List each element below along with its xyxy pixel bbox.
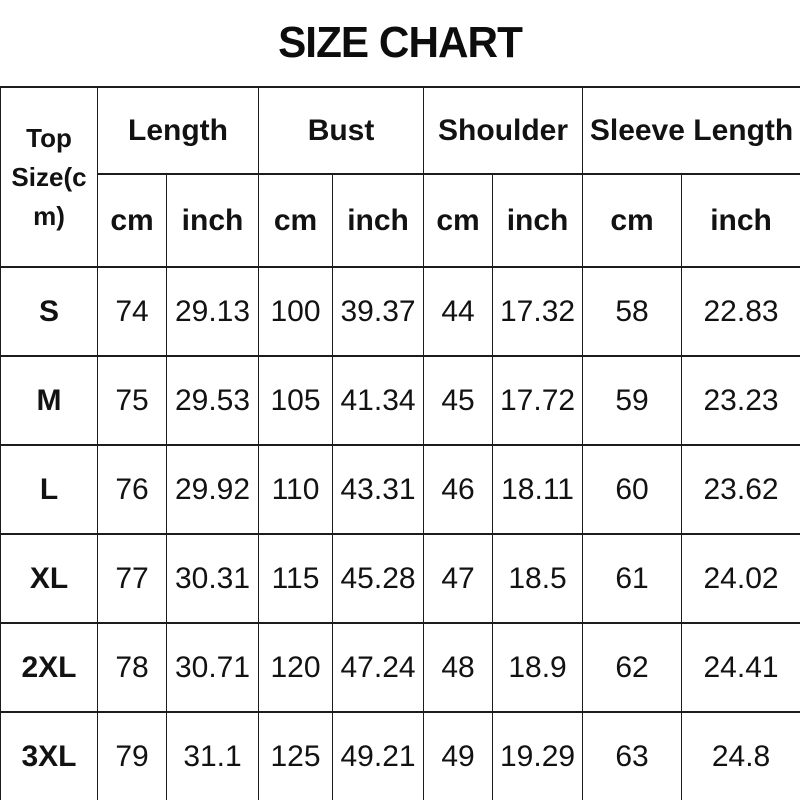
cell-shoulder-cm: 44 — [423, 266, 494, 357]
cell-shoulder-inch: 17.32 — [492, 266, 584, 357]
cell-length-inch: 29.92 — [165, 444, 260, 535]
cell-sleeve-inch: 23.23 — [681, 355, 800, 446]
cell-bust-cm: 125 — [258, 711, 334, 800]
table-row-l: L 76 29.92 110 43.31 46 18.11 60 23.62 — [0, 444, 800, 535]
unit-header-shoulder-inch: inch — [492, 173, 584, 268]
cell-shoulder-inch: 18.9 — [492, 622, 584, 713]
table-row-2xl: 2XL 78 30.71 120 47.24 48 18.9 62 24.41 — [0, 622, 800, 713]
cell-shoulder-cm: 48 — [423, 622, 494, 713]
cell-sleeve-inch: 22.83 — [681, 266, 800, 357]
cell-sleeve-inch: 23.62 — [681, 444, 800, 535]
size-label: XL — [0, 533, 98, 624]
size-label: M — [0, 355, 98, 446]
size-label: S — [0, 266, 98, 357]
unit-header-length-cm: cm — [97, 173, 167, 268]
table-row-3xl: 3XL 79 31.1 125 49.21 49 19.29 63 24.8 — [0, 711, 800, 800]
group-header-shoulder: Shoulder — [423, 86, 584, 175]
table-row-xl: XL 77 30.31 115 45.28 47 18.5 61 24.02 — [0, 533, 800, 624]
cell-shoulder-inch: 17.72 — [492, 355, 584, 446]
cell-shoulder-cm: 46 — [423, 444, 494, 535]
cell-sleeve-cm: 61 — [582, 533, 683, 624]
unit-header-bust-inch: inch — [332, 173, 425, 268]
cell-bust-cm: 100 — [258, 266, 334, 357]
cell-shoulder-cm: 47 — [423, 533, 494, 624]
table-row-m: M 75 29.53 105 41.34 45 17.72 59 23.23 — [0, 355, 800, 446]
unit-header-sleeve-inch: inch — [681, 173, 800, 268]
cell-sleeve-inch: 24.02 — [681, 533, 800, 624]
cell-length-inch: 30.71 — [165, 622, 260, 713]
unit-header-sleeve-cm: cm — [582, 173, 683, 268]
cell-bust-inch: 47.24 — [332, 622, 425, 713]
table-header-unit-row: cm inch cm inch cm inch cm inch — [1, 173, 800, 268]
cell-length-inch: 31.1 — [165, 711, 260, 800]
cell-sleeve-inch: 24.8 — [681, 711, 800, 800]
cell-shoulder-cm: 49 — [423, 711, 494, 800]
title-bar: SIZE CHART — [0, 0, 800, 86]
table-row-s: S 74 29.13 100 39.37 44 17.32 58 22.83 — [0, 266, 800, 357]
cell-bust-inch: 39.37 — [332, 266, 425, 357]
cell-bust-inch: 41.34 — [332, 355, 425, 446]
group-header-bust: Bust — [258, 86, 425, 175]
cell-shoulder-inch: 18.5 — [492, 533, 584, 624]
cell-shoulder-inch: 19.29 — [492, 711, 584, 800]
cell-sleeve-cm: 62 — [582, 622, 683, 713]
cell-sleeve-cm: 59 — [582, 355, 683, 446]
cell-bust-cm: 105 — [258, 355, 334, 446]
cell-sleeve-cm: 60 — [582, 444, 683, 535]
group-header-length: Length — [96, 86, 260, 175]
size-label: L — [0, 444, 98, 535]
cell-bust-inch: 43.31 — [332, 444, 425, 535]
cell-bust-cm: 115 — [258, 533, 334, 624]
cell-shoulder-cm: 45 — [423, 355, 494, 446]
cell-bust-cm: 120 — [258, 622, 334, 713]
cell-length-cm: 75 — [97, 355, 167, 446]
size-label: 2XL — [0, 622, 98, 713]
size-label: 3XL — [0, 711, 98, 800]
cell-length-cm: 76 — [97, 444, 167, 535]
cell-length-cm: 79 — [97, 711, 167, 800]
cell-length-inch: 29.53 — [165, 355, 260, 446]
cell-sleeve-cm: 63 — [582, 711, 683, 800]
size-chart-table: Top Size(cm) Length Bust Shoulder Sleeve… — [0, 86, 800, 800]
unit-header-length-inch: inch — [165, 173, 260, 268]
unit-header-bust-cm: cm — [258, 173, 334, 268]
unit-header-shoulder-cm: cm — [423, 173, 494, 268]
cell-sleeve-inch: 24.41 — [681, 622, 800, 713]
cell-length-inch: 30.31 — [165, 533, 260, 624]
cell-bust-inch: 49.21 — [332, 711, 425, 800]
cell-length-cm: 77 — [97, 533, 167, 624]
cell-length-cm: 78 — [97, 622, 167, 713]
cell-bust-cm: 110 — [258, 444, 334, 535]
cell-length-inch: 29.13 — [165, 266, 260, 357]
cell-length-cm: 74 — [97, 266, 167, 357]
page-title: SIZE CHART — [278, 18, 523, 67]
cell-sleeve-cm: 58 — [582, 266, 683, 357]
cell-shoulder-inch: 18.11 — [492, 444, 584, 535]
corner-header-top-size: Top Size(cm) — [0, 86, 98, 268]
cell-bust-inch: 45.28 — [332, 533, 425, 624]
table-header-group-row: Top Size(cm) Length Bust Shoulder Sleeve… — [0, 86, 800, 268]
group-header-sleeve-length: Sleeve Length — [582, 86, 800, 175]
